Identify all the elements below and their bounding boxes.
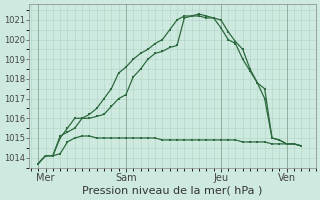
X-axis label: Pression niveau de la mer( hPa ): Pression niveau de la mer( hPa ) [83, 186, 263, 196]
